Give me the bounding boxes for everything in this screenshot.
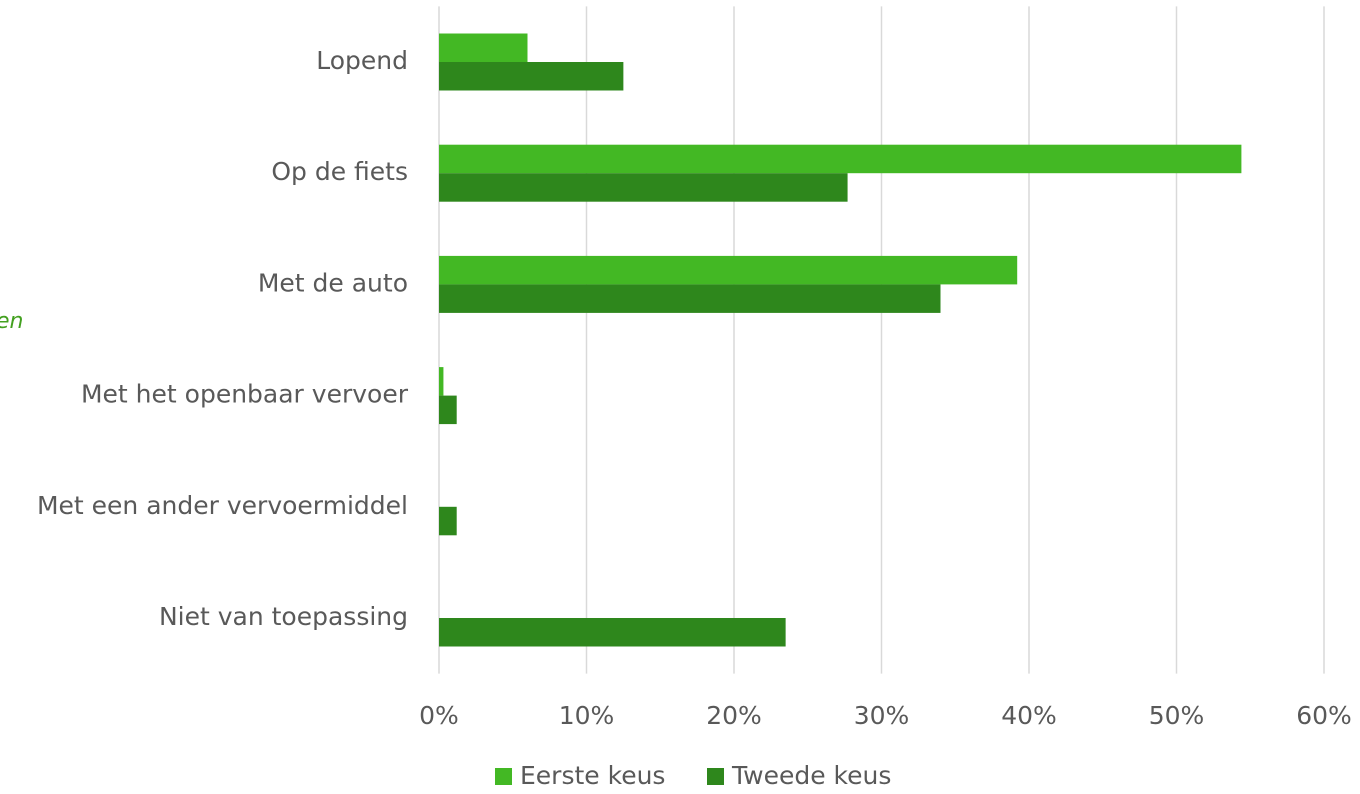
- bar: [439, 618, 786, 647]
- x-tick-label: 30%: [854, 701, 910, 730]
- x-tick-label: 0%: [419, 701, 459, 730]
- y-tick-label: Met een ander vervoermiddel: [37, 491, 408, 520]
- bar: [439, 367, 444, 396]
- y-tick-label: Lopend: [316, 46, 408, 75]
- bar: [439, 173, 848, 202]
- bar: [439, 395, 457, 425]
- x-tick-label: 20%: [706, 701, 762, 730]
- y-tick-label: Niet van toepassing: [159, 602, 408, 631]
- bar: [439, 144, 1242, 174]
- y-tick-label: Met het openbaar vervoer: [81, 380, 409, 409]
- x-tick-label: 10%: [559, 701, 615, 730]
- x-tick-label: 60%: [1296, 701, 1352, 730]
- bar: [439, 62, 624, 91]
- legend-label: Tweede keus: [731, 761, 891, 790]
- bar: [439, 255, 1018, 285]
- x-tick-label: 40%: [1001, 701, 1057, 730]
- annotation: en: [0, 309, 23, 334]
- bar: [439, 33, 528, 62]
- legend-swatch: [495, 768, 512, 785]
- legend-swatch: [707, 768, 724, 785]
- y-tick-label: Op de fiets: [271, 157, 408, 186]
- x-tick-label: 50%: [1149, 701, 1205, 730]
- bar: [439, 284, 941, 313]
- bar: [439, 506, 457, 536]
- legend-label: Eerste keus: [520, 761, 665, 790]
- y-tick-label: Met de auto: [258, 268, 408, 297]
